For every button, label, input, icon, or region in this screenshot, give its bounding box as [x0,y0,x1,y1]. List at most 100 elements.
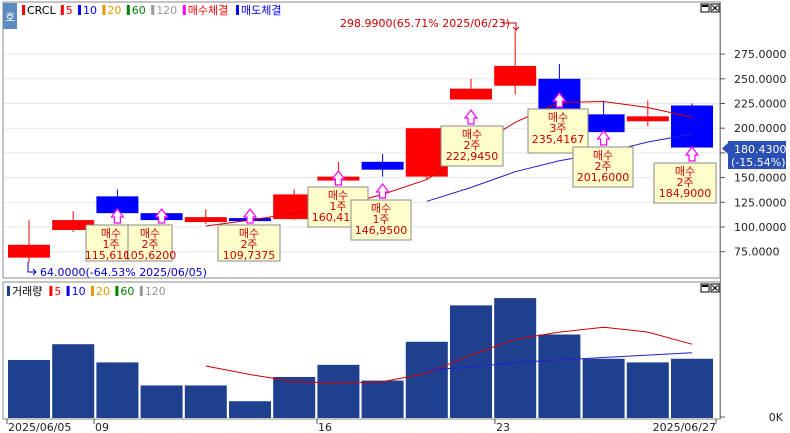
price-tick-label: 150.0000 [734,172,787,185]
trade-qty: 2주 [594,160,611,173]
volume-bar [229,401,271,418]
trade-price: 105,6200 [124,249,177,262]
price-tick-label: 125.0000 [734,196,787,209]
candle-body [96,196,139,214]
volume-panel-close-icon[interactable] [710,283,720,293]
legend-marker [66,286,70,296]
candle-body [184,217,227,223]
legend-label: 120 [145,285,166,298]
volume-ma10-line [426,352,693,371]
trade-side: 매수 [675,165,695,178]
volume-bar [273,376,316,418]
volume-bar [317,364,360,418]
trade-qty: 3주 [549,122,566,135]
trade-price: 184,9000 [659,187,712,200]
trade-side: 매수 [239,227,259,240]
buy-arrow-icon [110,208,125,224]
trade-label-box [653,162,717,204]
trade-qty: 1주 [329,200,346,213]
trade-price: 235,4167 [532,133,585,146]
legend-label: 10 [72,285,86,298]
price-tick-label: 75.0000 [734,246,780,259]
price-tick-label: 275.0000 [734,48,787,61]
price-panel-close-icon[interactable] [710,3,720,13]
trade-qty: 2주 [463,139,480,152]
volume-axis: 75,000K50,000K25,000K0K [720,411,784,424]
legend-label: CRCL [27,4,56,17]
buy-arrow-icon [242,208,258,224]
volume-bars [8,298,713,418]
trade-qty: 1주 [102,238,119,251]
price-tick-label: 200.0000 [734,122,787,135]
date-tick-label: 23 [496,421,510,433]
legend-marker [49,286,53,296]
volume-moving-averages [205,326,693,384]
volume-bar [184,385,227,418]
volume-bar [538,334,581,418]
legend-marker [236,5,239,15]
buy-arrow-icon [154,208,169,224]
legend-marker [102,5,106,15]
trade-qty: 2주 [676,176,693,189]
volume-bar [582,358,625,418]
volume-bar [8,359,50,418]
trade-qty: 2주 [141,238,158,251]
candle-body [8,244,50,258]
high-note-arrow [503,22,520,31]
trade-label-box [350,199,412,241]
price-tick-label: 250.0000 [734,73,787,86]
candle-body [626,116,669,122]
trade-label-box [527,108,589,154]
trade-price: 201,6000 [577,171,630,184]
candle-body [450,88,492,100]
candle-body [582,114,625,133]
legend-marker [91,286,94,296]
legend-label: 5 [54,285,61,298]
legend-marker [115,286,119,296]
trade-price: 115,6100 [85,249,138,262]
buy-arrow-icon [596,130,611,146]
volume-bar [96,362,139,418]
last-price-badge [728,141,786,169]
legend-marker [22,5,25,15]
trade-side: 매수 [548,111,568,124]
legend-label: 5 [66,4,73,17]
candle-body [52,220,95,230]
price-panel-maximize-icon[interactable] [700,3,710,13]
legend-label: 20 [96,285,110,298]
volume-panel-maximize-icon[interactable] [700,283,710,293]
panel-tab-label: 호 [5,11,15,24]
trade-side: 매수 [101,227,121,240]
last-price-change: (-15.54%) [731,156,786,169]
price-tick-label: 100.0000 [734,221,787,234]
date-axis: 2025/06/05 09 16 23 2025/06/27 [6,419,717,433]
trade-marks: 매수1주115,6100매수2주105,6200매수2주109,7375매수1주… [85,92,717,262]
buy-arrow-icon [331,170,346,186]
candle-body [671,105,713,148]
low-note: 64.0000(-64.53% 2025/06/05) [40,266,207,279]
trade-side: 매수 [371,202,391,215]
trade-side: 매수 [328,189,348,202]
buy-arrow-icon [684,146,700,162]
buy-arrow-icon [375,183,390,199]
panel-tab-button[interactable] [3,3,17,29]
legend-label: 60 [132,4,146,17]
trade-label-box [572,146,634,188]
volume-ma5-line [205,326,693,384]
legend-marker [7,286,10,296]
trade-side: 매수 [462,128,482,141]
volume-bar [405,341,448,418]
trade-qty: 2주 [240,238,257,251]
volume-bar [52,344,95,418]
trade-label-box [440,125,504,167]
legend-label: 60 [120,285,134,298]
last-price-pointer [722,143,728,154]
low-note-arrow [27,262,37,276]
date-tick-label: 2025/06/27 [653,421,716,433]
